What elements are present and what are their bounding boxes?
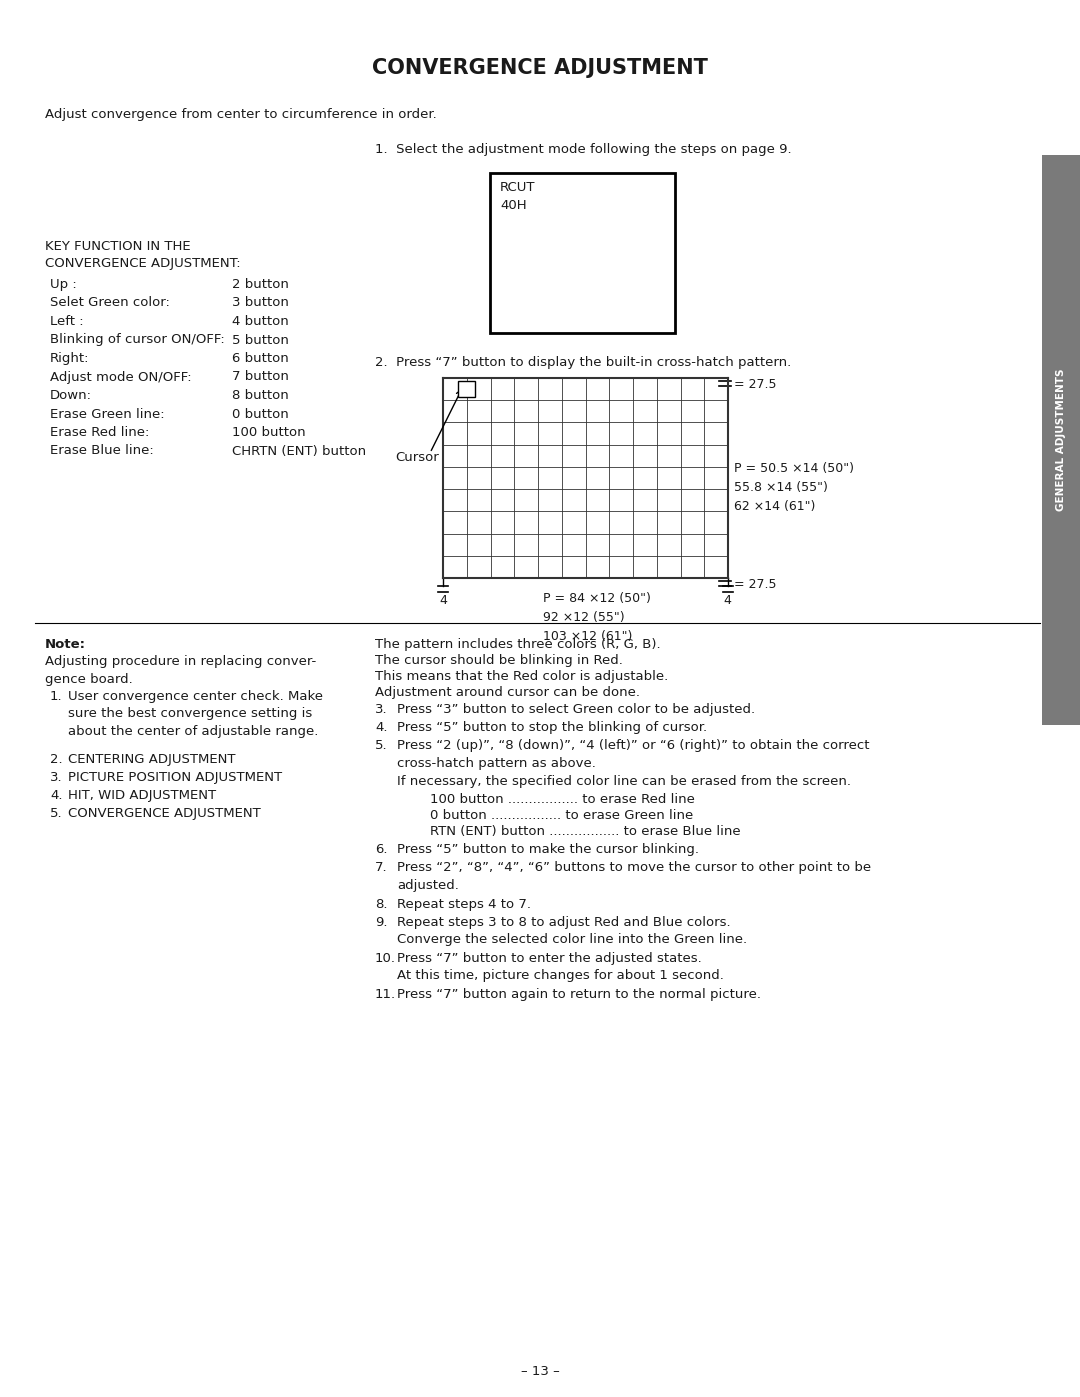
Text: KEY FUNCTION IN THE
CONVERGENCE ADJUSTMENT:: KEY FUNCTION IN THE CONVERGENCE ADJUSTME… — [45, 240, 241, 270]
Text: 100 button: 100 button — [232, 426, 306, 439]
Text: 2 button: 2 button — [232, 278, 288, 291]
Text: 7 button: 7 button — [232, 370, 288, 384]
Text: HIT, WID ADJUSTMENT: HIT, WID ADJUSTMENT — [68, 789, 216, 802]
Text: 0 button: 0 button — [232, 408, 288, 420]
Text: = 27.5: = 27.5 — [734, 578, 777, 591]
Text: 5.: 5. — [375, 739, 388, 752]
Text: Press “7” button again to return to the normal picture.: Press “7” button again to return to the … — [397, 988, 761, 1002]
Text: GENERAL ADJUSTMENTS: GENERAL ADJUSTMENTS — [1056, 369, 1066, 511]
Text: 4: 4 — [438, 594, 447, 608]
Text: Down:: Down: — [50, 388, 92, 402]
Text: 4.: 4. — [50, 789, 63, 802]
Text: Adjusting procedure in replacing conver-
gence board.: Adjusting procedure in replacing conver-… — [45, 655, 316, 686]
Text: PICTURE POSITION ADJUSTMENT: PICTURE POSITION ADJUSTMENT — [68, 771, 282, 784]
Text: Press “5” button to stop the blinking of cursor.: Press “5” button to stop the blinking of… — [397, 721, 707, 733]
Text: Erase Blue line:: Erase Blue line: — [50, 444, 153, 457]
Bar — [458, 381, 475, 397]
Text: Left :: Left : — [50, 314, 83, 328]
Text: The cursor should be blinking in Red.: The cursor should be blinking in Red. — [375, 654, 623, 666]
Text: 5.: 5. — [50, 807, 63, 820]
Text: P = 84 ×12 (50")
92 ×12 (55")
103 ×12 (61"): P = 84 ×12 (50") 92 ×12 (55") 103 ×12 (6… — [543, 592, 650, 643]
Text: Up :: Up : — [50, 278, 77, 291]
Text: 8.: 8. — [375, 898, 388, 911]
Text: Repeat steps 4 to 7.: Repeat steps 4 to 7. — [397, 898, 531, 911]
Text: Note:: Note: — [45, 638, 86, 651]
Text: 11.: 11. — [375, 988, 396, 1002]
Text: 2.  Press “7” button to display the built-in cross-hatch pattern.: 2. Press “7” button to display the built… — [375, 356, 792, 369]
Text: CENTERING ADJUSTMENT: CENTERING ADJUSTMENT — [68, 753, 235, 766]
Text: Erase Green line:: Erase Green line: — [50, 408, 164, 420]
Text: RTN (ENT) button ................. to erase Blue line: RTN (ENT) button ................. to er… — [430, 826, 741, 838]
Text: Erase Red line:: Erase Red line: — [50, 426, 149, 439]
Text: 10.: 10. — [375, 951, 396, 965]
Text: If necessary, the specified color line can be erased from the screen.: If necessary, the specified color line c… — [397, 775, 851, 788]
Text: RCUT
40H: RCUT 40H — [500, 182, 536, 212]
Text: 4 button: 4 button — [232, 314, 288, 328]
Text: 3 button: 3 button — [232, 296, 288, 310]
Text: CHRTN (ENT) button: CHRTN (ENT) button — [232, 444, 366, 457]
Bar — [1042, 155, 1080, 725]
Text: CONVERGENCE ADJUSTMENT: CONVERGENCE ADJUSTMENT — [373, 59, 707, 78]
Text: 3.: 3. — [50, 771, 63, 784]
Text: 100 button ................. to erase Red line: 100 button ................. to erase Re… — [430, 793, 694, 806]
Bar — [490, 173, 675, 332]
Text: Adjustment around cursor can be done.: Adjustment around cursor can be done. — [375, 686, 640, 698]
Text: The pattern includes three colors (R, G, B).: The pattern includes three colors (R, G,… — [375, 638, 661, 651]
Text: This means that the Red color is adjustable.: This means that the Red color is adjusta… — [375, 671, 669, 683]
Text: Right:: Right: — [50, 352, 90, 365]
Text: Press “2”, “8”, “4”, “6” buttons to move the cursor to other point to be
adjuste: Press “2”, “8”, “4”, “6” buttons to move… — [397, 861, 872, 891]
Text: Blinking of cursor ON/OFF:: Blinking of cursor ON/OFF: — [50, 334, 225, 346]
Text: P = 50.5 ×14 (50")
55.8 ×14 (55")
62 ×14 (61"): P = 50.5 ×14 (50") 55.8 ×14 (55") 62 ×14… — [734, 462, 854, 513]
Text: 0 button ................. to erase Green line: 0 button ................. to erase Gree… — [430, 809, 693, 821]
Text: 4: 4 — [723, 594, 731, 608]
Text: 4.: 4. — [375, 721, 388, 733]
Text: 6.: 6. — [375, 842, 388, 856]
Text: 1.  Select the adjustment mode following the steps on page 9.: 1. Select the adjustment mode following … — [375, 142, 792, 156]
Text: Press “7” button to enter the adjusted states.
At this time, picture changes for: Press “7” button to enter the adjusted s… — [397, 951, 724, 982]
Text: 5 button: 5 button — [232, 334, 288, 346]
Text: Adjust convergence from center to circumference in order.: Adjust convergence from center to circum… — [45, 108, 436, 122]
Text: Press “3” button to select Green color to be adjusted.: Press “3” button to select Green color t… — [397, 703, 755, 717]
Text: CONVERGENCE ADJUSTMENT: CONVERGENCE ADJUSTMENT — [68, 807, 260, 820]
Text: 8 button: 8 button — [232, 388, 288, 402]
Text: 1.: 1. — [50, 690, 63, 703]
Text: 9.: 9. — [375, 916, 388, 929]
Text: 3.: 3. — [375, 703, 388, 717]
Text: 6 button: 6 button — [232, 352, 288, 365]
Text: Cursor: Cursor — [395, 451, 438, 464]
Text: Selet Green color:: Selet Green color: — [50, 296, 170, 310]
Text: Press “5” button to make the cursor blinking.: Press “5” button to make the cursor blin… — [397, 842, 699, 856]
Text: Adjust mode ON/OFF:: Adjust mode ON/OFF: — [50, 370, 191, 384]
Text: = 27.5: = 27.5 — [734, 379, 777, 391]
Text: 2.: 2. — [50, 753, 63, 766]
Text: User convergence center check. Make
sure the best convergence setting is
about t: User convergence center check. Make sure… — [68, 690, 323, 738]
Text: Press “2 (up)”, “8 (down)”, “4 (left)” or “6 (right)” to obtain the correct
cros: Press “2 (up)”, “8 (down)”, “4 (left)” o… — [397, 739, 869, 770]
Text: – 13 –: – 13 – — [521, 1365, 559, 1377]
Text: 7.: 7. — [375, 861, 388, 875]
Text: Repeat steps 3 to 8 to adjust Red and Blue colors.
Converge the selected color l: Repeat steps 3 to 8 to adjust Red and Bl… — [397, 916, 747, 947]
